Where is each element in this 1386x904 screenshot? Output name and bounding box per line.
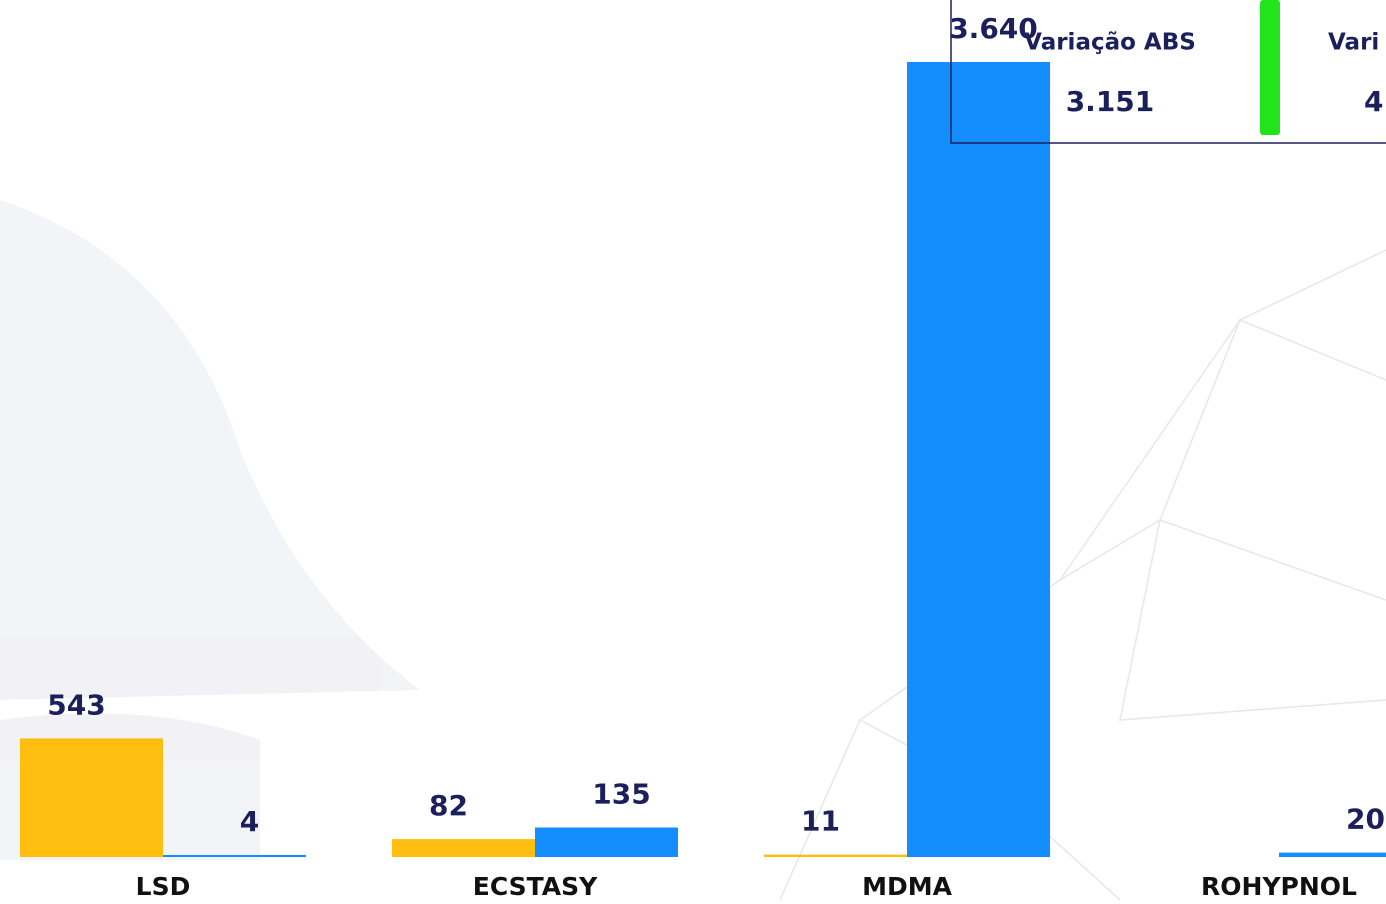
value-label: 82 [429, 789, 468, 822]
category-label: LSD [136, 872, 191, 901]
bar [20, 738, 163, 857]
bars: LSD 543 4 ECSTASY 82 135 MDMA 11 3.640 ROHYPNOL 20 [20, 12, 1386, 901]
value-label: 20 [1346, 803, 1385, 836]
category-label: MDMA [862, 872, 953, 901]
card-value: 4 [1364, 85, 1383, 118]
bar [535, 827, 678, 857]
value-label: 11 [801, 805, 840, 838]
card-accent [1260, 0, 1280, 135]
value-label: 3.640 [949, 12, 1038, 45]
value-label: 543 [47, 688, 105, 721]
watermark-lines [779, 249, 1386, 901]
card-label: Vari [1328, 30, 1379, 56]
card-border [950, 0, 1386, 144]
card-label: Variação ABS [1024, 30, 1196, 56]
value-label: 4 [240, 805, 259, 838]
bar [764, 854, 907, 857]
category-label: ROHYPNOL [1201, 872, 1357, 901]
value-label: 135 [592, 778, 650, 811]
bar [907, 62, 1050, 857]
card-box: Variação ABS 3.151 Vari 4 [950, 0, 1386, 144]
category-label: ECSTASY [473, 872, 598, 901]
bar [1279, 852, 1386, 857]
bar [392, 839, 535, 857]
bar [163, 855, 306, 857]
card-value: 3.151 [1066, 85, 1155, 118]
